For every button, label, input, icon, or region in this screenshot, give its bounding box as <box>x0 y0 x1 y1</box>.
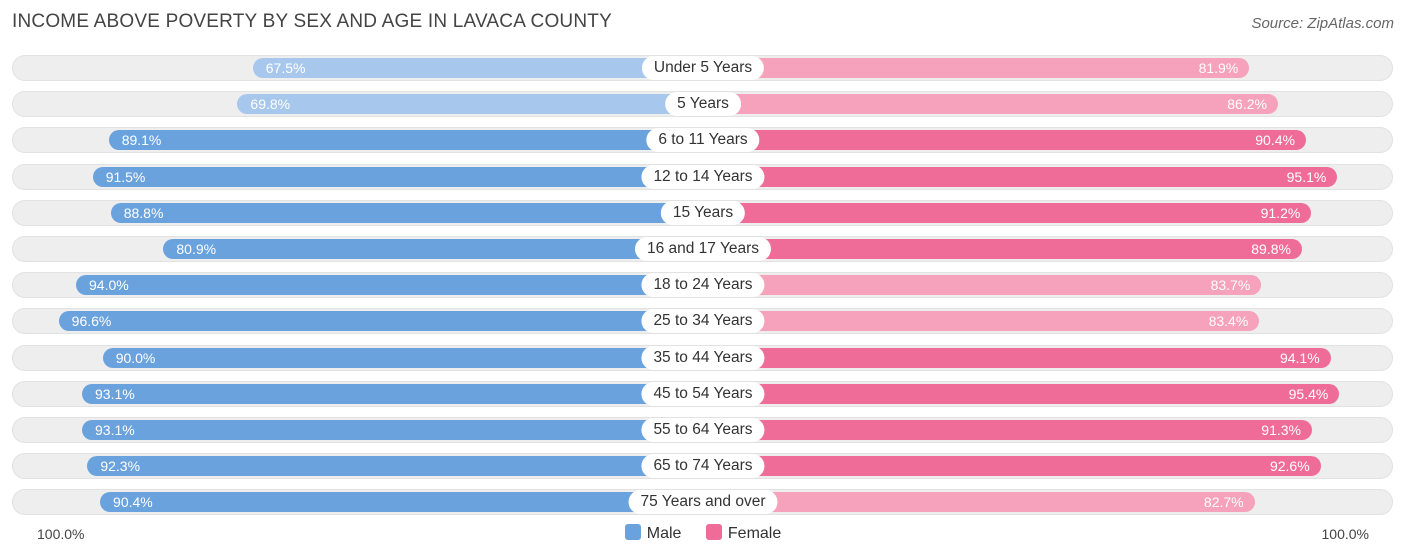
legend-female-label: Female <box>727 525 782 542</box>
category-label: Under 5 Years <box>641 56 765 80</box>
male-swatch <box>624 524 641 540</box>
male-value-label: 89.1% <box>121 132 162 149</box>
female-value-label: 92.6% <box>1269 458 1310 475</box>
male-bar[interactable] <box>92 166 703 187</box>
female-bar[interactable] <box>703 166 1338 187</box>
female-value-label: 82.7% <box>1203 494 1244 511</box>
female-value-label: 90.4% <box>1255 132 1295 149</box>
female-bar[interactable] <box>703 492 1255 513</box>
female-value-label: 95.4% <box>1288 385 1329 402</box>
male-value-label: 90.4% <box>113 494 153 511</box>
category-label: 16 and 17 Years <box>634 237 772 261</box>
female-bar[interactable] <box>703 202 1312 223</box>
female-bar[interactable] <box>703 420 1312 440</box>
female-value-label: 91.3% <box>1261 422 1301 438</box>
chart-title: INCOME ABOVE POVERTY BY SEX AND AGE IN L… <box>12 11 612 32</box>
category-label: 12 to 14 Years <box>641 164 765 189</box>
category-label: 65 to 74 Years <box>641 454 765 479</box>
category-label: 15 Years <box>660 200 746 225</box>
female-value-label: 91.2% <box>1260 204 1301 221</box>
legend-item-female[interactable]: Female <box>705 524 782 543</box>
female-value-label: 83.4% <box>1208 313 1249 330</box>
male-value-label: 80.9% <box>176 241 217 257</box>
male-bar[interactable] <box>102 347 703 368</box>
category-label: 6 to 11 Years <box>646 128 760 153</box>
female-value-label: 94.1% <box>1279 349 1320 366</box>
female-value-label: 81.9% <box>1198 60 1239 76</box>
female-bar[interactable] <box>703 456 1321 477</box>
category-label: 45 to 54 Years <box>641 381 765 406</box>
category-label: 5 Years <box>665 92 741 117</box>
legend-male-label: Male <box>646 525 682 542</box>
male-value-label: 92.3% <box>100 458 141 475</box>
female-bar[interactable] <box>703 383 1340 404</box>
male-bar[interactable] <box>82 420 703 440</box>
male-bar[interactable] <box>87 456 703 477</box>
female-bar[interactable] <box>703 130 1306 151</box>
male-bar[interactable] <box>100 492 703 513</box>
source-label: Source: ZipAtlas.com <box>1251 15 1394 32</box>
female-bar[interactable] <box>703 311 1260 332</box>
male-value-label: 69.8% <box>250 96 291 113</box>
male-bar[interactable] <box>108 130 703 151</box>
category-label: 35 to 44 Years <box>641 345 765 370</box>
axis-left-label: 100.0% <box>37 526 85 542</box>
female-value-label: 95.1% <box>1286 168 1327 185</box>
legend-item-male[interactable]: Male <box>624 524 682 543</box>
male-bar[interactable] <box>237 94 703 115</box>
legend: Male Female <box>0 524 1406 543</box>
male-value-label: 67.5% <box>265 60 306 76</box>
female-swatch <box>705 524 722 540</box>
male-value-label: 91.5% <box>105 168 146 185</box>
category-label: 55 to 64 Years <box>641 418 765 442</box>
female-value-label: 86.2% <box>1227 96 1267 113</box>
male-value-label: 93.1% <box>95 422 135 438</box>
female-value-label: 89.8% <box>1251 241 1291 257</box>
axis-right-label: 100.0% <box>1321 526 1369 542</box>
male-value-label: 94.0% <box>89 277 129 294</box>
male-bar[interactable] <box>76 275 703 296</box>
male-value-label: 88.8% <box>123 204 164 221</box>
male-value-label: 96.6% <box>71 313 112 330</box>
male-bar[interactable] <box>252 58 703 78</box>
category-label: 18 to 24 Years <box>641 273 765 298</box>
male-bar[interactable] <box>58 311 703 332</box>
category-label: 75 Years and over <box>628 490 778 515</box>
male-bar[interactable] <box>110 202 703 223</box>
female-bar[interactable] <box>703 58 1250 78</box>
female-bar[interactable] <box>703 94 1278 115</box>
male-value-label: 93.1% <box>95 385 135 402</box>
female-bar[interactable] <box>703 239 1302 259</box>
category-label: 25 to 34 Years <box>641 309 765 334</box>
female-value-label: 83.7% <box>1210 277 1251 294</box>
male-value-label: 90.0% <box>115 349 156 366</box>
female-bar[interactable] <box>703 347 1331 368</box>
male-bar[interactable] <box>82 383 703 404</box>
female-bar[interactable] <box>703 275 1262 296</box>
male-bar[interactable] <box>163 239 703 259</box>
